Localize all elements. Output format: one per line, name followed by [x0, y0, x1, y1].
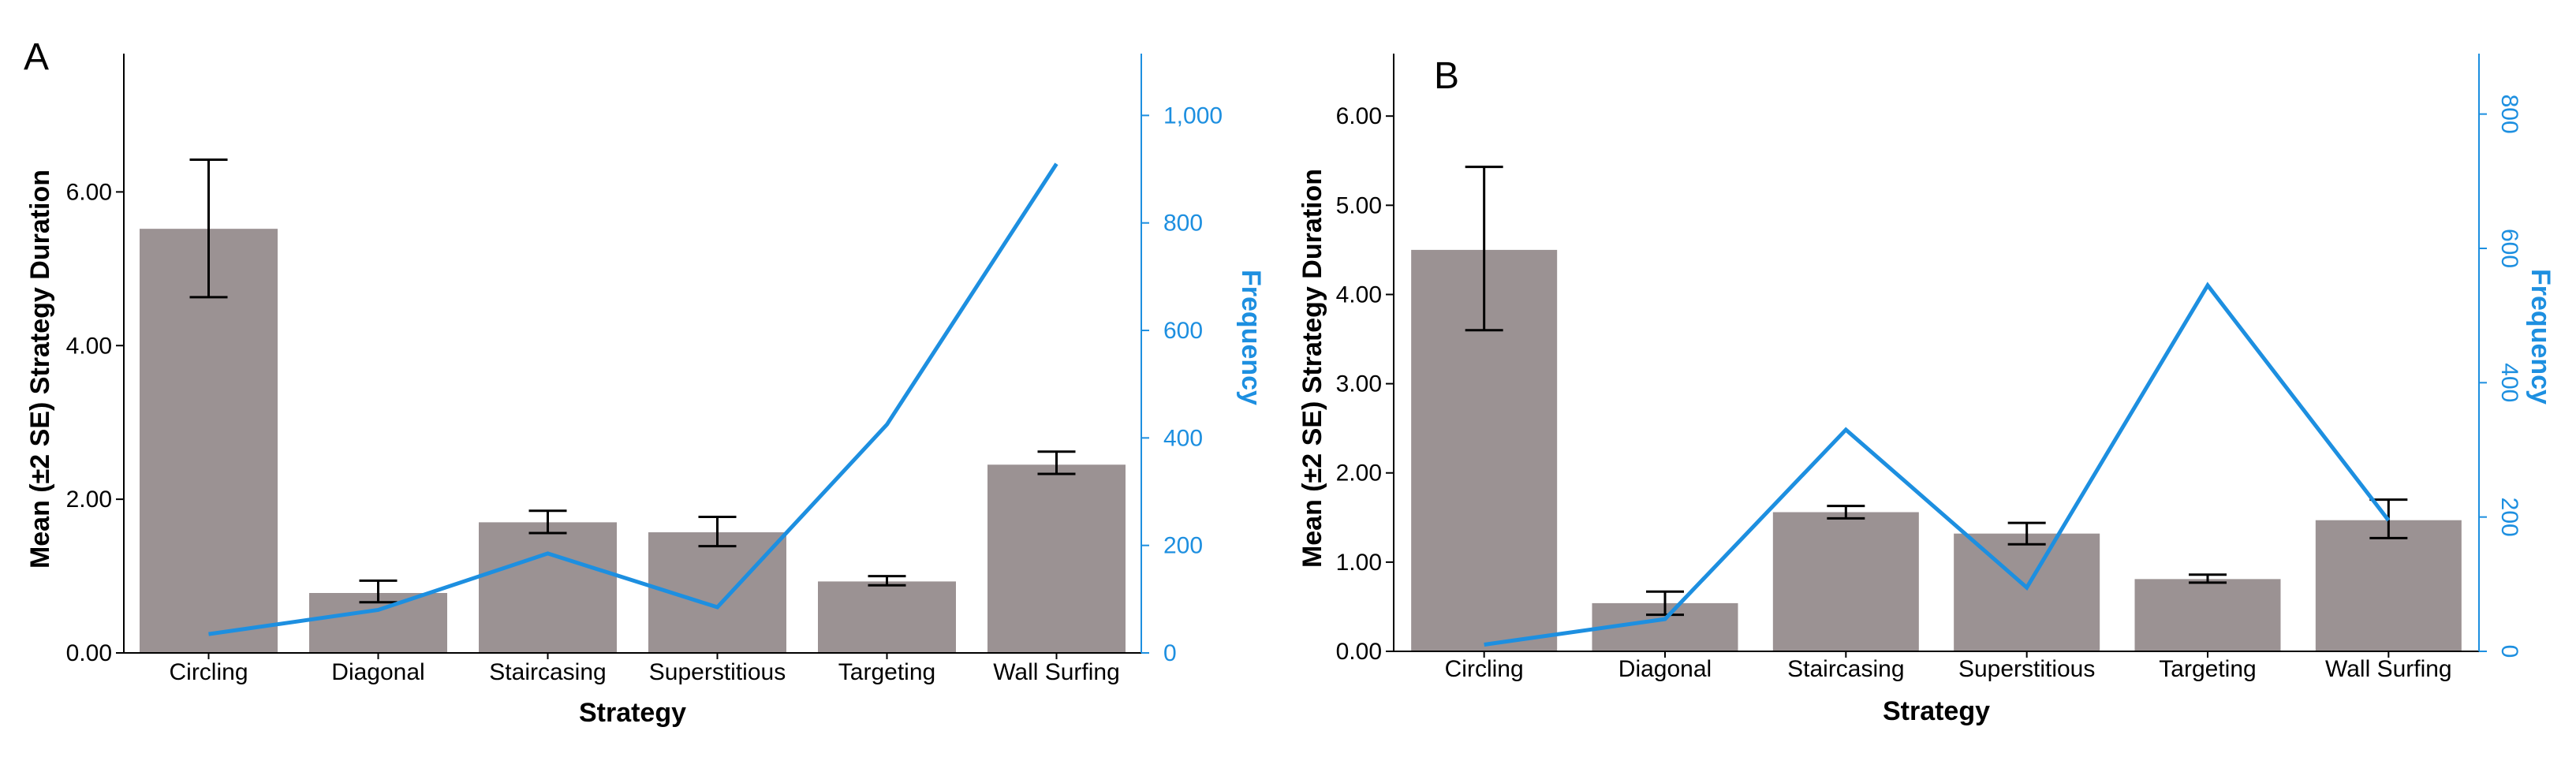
y2-axis-title: Frequency [1236, 270, 1266, 405]
bar-staircasing [1772, 512, 1919, 651]
y-axis-title: Mean (±2 SE) Strategy Duration [1297, 169, 1327, 568]
error-bar [1646, 590, 1684, 617]
y-tick-label: 5.00 [1336, 192, 1382, 218]
error-bar [698, 516, 737, 548]
x-tick-label: Superstitious [1958, 656, 2095, 682]
y-tick-label: 6.00 [66, 179, 112, 205]
x-tick-label: Staircasing [1787, 656, 1904, 682]
panel-a: A 0.00 2.00 4.00 6.00 0 200 400 600 800 1,000 Circl… [24, 36, 1266, 728]
y-tick-label: 0.00 [1336, 639, 1382, 665]
y2-tick-label: 200 [1163, 533, 1203, 559]
bar-targeting [2134, 579, 2281, 651]
bar-wall-surfing [2315, 520, 2462, 651]
panel-b: B 0.00 1.00 2.00 3.00 4.00 5.00 6.00 0 200 400 600 8… [1297, 54, 2555, 726]
y2-axis-title: Frequency [2526, 269, 2555, 405]
error-bar [359, 579, 398, 604]
y2-tick-label: 600 [2496, 229, 2522, 268]
y2-tick-label: 400 [1163, 425, 1203, 451]
error-bar [2007, 521, 2046, 546]
error-bar [1465, 166, 1503, 332]
y-tick-label: 3.00 [1336, 371, 1382, 397]
x-tick-label: Diagonal [1618, 656, 1712, 682]
y-tick-label: 2.00 [1336, 461, 1382, 487]
x-tick-label: Wall Surfing [2325, 656, 2452, 682]
x-tick-label: Superstitious [649, 659, 786, 685]
x-axis-title: Strategy [1883, 696, 1990, 726]
error-bar [189, 158, 228, 299]
frequency-line [1484, 282, 2391, 647]
y2-tick-label: 800 [1163, 211, 1203, 237]
error-bar [868, 575, 906, 587]
bar-staircasing [479, 522, 617, 653]
error-bar [2189, 573, 2227, 584]
y-tick-label: 0.00 [66, 640, 112, 666]
panel-label: B [1434, 55, 1459, 97]
y-tick-label: 4.00 [66, 333, 112, 359]
y-axis-title: Mean (±2 SE) Strategy Duration [25, 170, 55, 569]
x-tick-label: Staircasing [489, 659, 606, 685]
x-tick-label: Diagonal [331, 659, 424, 685]
error-bar [528, 509, 567, 535]
y-tick-label: 6.00 [1336, 103, 1382, 129]
y-tick-label: 4.00 [1336, 282, 1382, 308]
y-tick-label: 1.00 [1336, 550, 1382, 576]
x-tick-label: Targeting [2159, 656, 2256, 682]
bar-superstitious [1954, 533, 2100, 651]
bar-circling [140, 229, 278, 654]
y2-tick-label: 1,000 [1163, 103, 1223, 129]
y2-tick-label: 0 [2496, 645, 2522, 658]
bar-targeting [818, 581, 956, 653]
x-tick-label: Targeting [838, 659, 935, 685]
y2-tick-label: 400 [2496, 363, 2522, 402]
panel-label: A [24, 36, 49, 78]
x-tick-label: Circling [169, 659, 248, 685]
x-tick-label: Wall Surfing [993, 659, 1120, 685]
y2-tick-label: 600 [1163, 318, 1203, 344]
y2-tick-label: 800 [2496, 95, 2522, 134]
y2-tick-label: 200 [2496, 498, 2522, 537]
bar-wall-surfing [987, 464, 1126, 653]
frequency-line [208, 162, 1058, 636]
y-tick-label: 2.00 [66, 487, 112, 513]
error-bar [1037, 450, 1076, 475]
error-bar [1827, 505, 1865, 520]
y2-tick-label: 0 [1163, 640, 1177, 666]
x-tick-label: Circling [1445, 656, 1524, 682]
x-axis-title: Strategy [579, 698, 686, 728]
